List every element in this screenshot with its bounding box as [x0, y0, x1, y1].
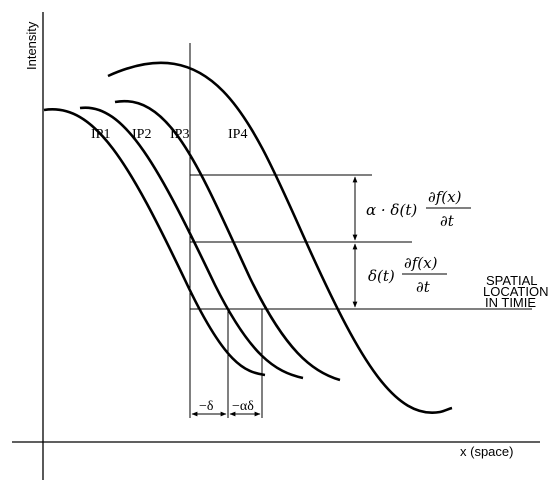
alpha-term-prefix: α · δ(t) [366, 201, 417, 219]
alpha-term-denominator: ∂t [440, 212, 455, 230]
alpha-delta-label: −αδ [232, 399, 254, 414]
label-ip3: IP3 [170, 127, 189, 142]
spatial-note-line3: IN TIMIE [485, 295, 536, 310]
label-ip4: IP4 [228, 127, 247, 142]
delta-term-prefix: δ(t) [368, 267, 395, 285]
y-axis-label: Intensity [24, 21, 39, 70]
curve-ip3 [114, 99, 341, 382]
delta-term-denominator: ∂t [416, 278, 431, 296]
spatial-note-line2: LOCATION [483, 284, 549, 299]
label-ip2: IP2 [132, 127, 151, 142]
spatial-note-line1: SPATIAL [486, 273, 538, 288]
curve-ip4 [107, 61, 453, 415]
alpha-term-numerator: ∂f(x) [428, 188, 462, 206]
curve-ip2 [79, 106, 304, 380]
delta-term-numerator: ∂f(x) [404, 254, 438, 272]
delta-label: −δ [199, 399, 214, 414]
x-axis-label: x (space) [460, 444, 513, 459]
curve-ip1 [43, 108, 266, 377]
label-ip1: IP1 [91, 127, 110, 142]
